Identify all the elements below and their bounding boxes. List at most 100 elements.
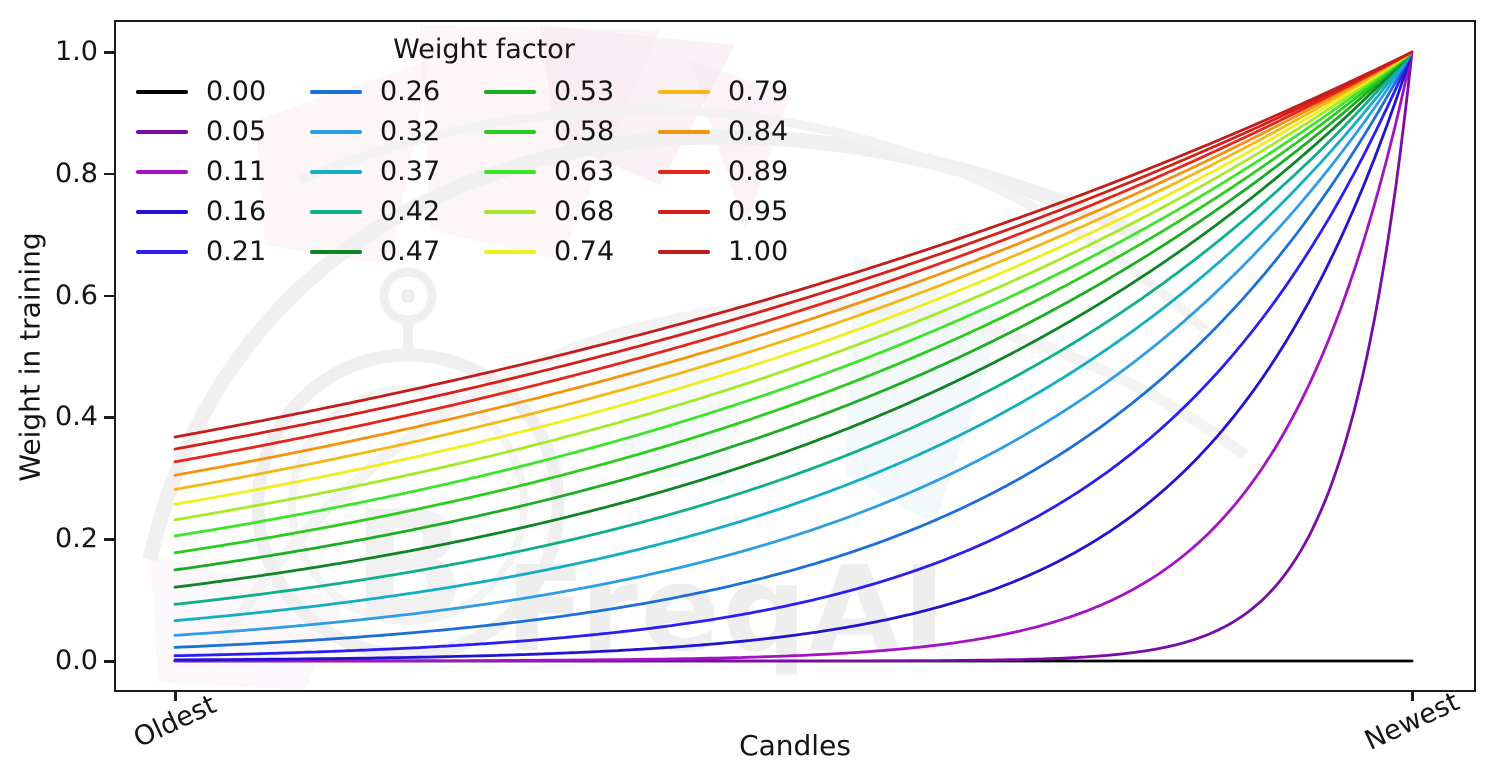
legend-label: 0.11 bbox=[206, 156, 267, 187]
x-tick-mark-newest bbox=[1411, 692, 1414, 701]
legend-item-0.74: 0.74 bbox=[484, 237, 658, 267]
curve-wf-0.58 bbox=[173, 50, 1414, 555]
legend-label: 0.95 bbox=[728, 196, 789, 227]
legend-line-swatch bbox=[310, 130, 362, 134]
curve-wf-0.74 bbox=[173, 50, 1414, 506]
legend-title: Weight factor bbox=[393, 34, 575, 65]
legend-line-swatch bbox=[484, 170, 536, 174]
watermark-arc bbox=[298, 105, 1209, 334]
curve-wf-0.63 bbox=[173, 50, 1414, 538]
legend-label: 0.58 bbox=[554, 116, 615, 147]
legend-label: 0.89 bbox=[728, 156, 789, 187]
curve-wf-0.84 bbox=[173, 50, 1414, 477]
legend-label: 0.00 bbox=[206, 76, 267, 107]
y-tick-mark-0.8 bbox=[104, 172, 114, 176]
curve-wf-0.42 bbox=[173, 50, 1414, 606]
y-tick-label-0.4: 0.4 bbox=[55, 401, 98, 433]
legend-label: 0.05 bbox=[206, 116, 267, 147]
curve-wf-0.26 bbox=[173, 50, 1414, 649]
watermark-stopwatch-crown bbox=[379, 267, 437, 325]
legend-label: 0.21 bbox=[206, 236, 267, 267]
y-tick-mark-0.0 bbox=[104, 660, 114, 663]
curve-wf-0.16 bbox=[173, 50, 1414, 662]
legend-line-swatch bbox=[136, 130, 188, 134]
y-tick-mark-0.2 bbox=[104, 538, 114, 541]
legend-label: 0.53 bbox=[554, 76, 615, 107]
curve-wf-0.32 bbox=[173, 50, 1414, 637]
legend-line-swatch bbox=[310, 90, 362, 94]
legend-label: 0.68 bbox=[554, 196, 615, 227]
legend-label: 0.79 bbox=[728, 76, 789, 107]
legend-label: 0.16 bbox=[206, 196, 267, 227]
legend-line-swatch bbox=[658, 130, 710, 134]
y-tick-label-0.0: 0.0 bbox=[55, 645, 98, 676]
legend-item-0.89: 0.89 bbox=[658, 157, 832, 187]
legend-line-swatch bbox=[484, 210, 536, 214]
legend-item-0.95: 0.95 bbox=[658, 197, 832, 227]
legend-item-0.11: 0.11 bbox=[136, 157, 310, 187]
legend-item-0.84: 0.84 bbox=[658, 117, 832, 147]
watermark-shape bbox=[420, 25, 660, 260]
watermark-stopwatch-crown-dot bbox=[401, 289, 415, 303]
curve-wf-0.47 bbox=[173, 50, 1414, 589]
legend-label: 0.74 bbox=[554, 236, 615, 267]
legend-line-swatch bbox=[658, 90, 710, 94]
y-axis-label: Weight in training bbox=[13, 232, 47, 482]
legend-label: 0.42 bbox=[380, 196, 441, 227]
legend-line-swatch bbox=[136, 250, 188, 254]
y-tick-mark-0.6 bbox=[104, 294, 114, 298]
curve-wf-0.89 bbox=[173, 50, 1414, 464]
legend-item-0.63: 0.63 bbox=[484, 157, 658, 187]
curve-wf-0.95 bbox=[173, 50, 1414, 451]
legend-item-0.26: 0.26 bbox=[310, 77, 484, 107]
legend-line-swatch bbox=[136, 170, 188, 174]
legend-item-0.21: 0.21 bbox=[136, 237, 310, 267]
legend-line-swatch bbox=[136, 90, 188, 94]
plot-frame bbox=[114, 20, 1476, 692]
legend-line-swatch bbox=[658, 170, 710, 174]
legend-label: 0.84 bbox=[728, 116, 789, 147]
legend-item-0.05: 0.05 bbox=[136, 117, 310, 147]
legend-item-1.00: 1.00 bbox=[658, 237, 832, 267]
legend-item-0.58: 0.58 bbox=[484, 117, 658, 147]
y-tick-label-0.8: 0.8 bbox=[55, 157, 98, 189]
legend-line-swatch bbox=[310, 210, 362, 214]
legend-line-swatch bbox=[136, 210, 188, 214]
legend-item-0.79: 0.79 bbox=[658, 77, 832, 107]
legend-label: 0.32 bbox=[380, 116, 441, 147]
x-tick-mark-oldest bbox=[174, 692, 177, 701]
legend-item-0.42: 0.42 bbox=[310, 197, 484, 227]
curve-wf-0.11 bbox=[173, 50, 1414, 663]
legend-line-swatch bbox=[658, 250, 710, 254]
legend-line-swatch bbox=[658, 210, 710, 214]
legend-label: 1.00 bbox=[728, 236, 789, 267]
legend-grid: 0.00 0.05 0.11 0.16 0.21 0.26 0.32 0.37 0.42 0.47… bbox=[136, 72, 832, 272]
curve-wf-0.53 bbox=[173, 50, 1414, 572]
y-tick-mark-1.0 bbox=[104, 51, 114, 54]
curve-wf-0.79 bbox=[173, 50, 1414, 491]
curve-wf-0.37 bbox=[173, 50, 1414, 623]
y-tick-mark-0.4 bbox=[104, 416, 114, 419]
curve-wf-0.21 bbox=[173, 50, 1414, 658]
legend-item-0.16: 0.16 bbox=[136, 197, 310, 227]
curve-wf-0.68 bbox=[173, 50, 1414, 522]
legend-line-swatch bbox=[310, 250, 362, 254]
legend-line-swatch bbox=[310, 170, 362, 174]
legend-item-0.37: 0.37 bbox=[310, 157, 484, 187]
y-tick-label-1.0: 1.0 bbox=[55, 36, 98, 67]
legend-item-0.00: 0.00 bbox=[136, 77, 310, 107]
legend-item-0.47: 0.47 bbox=[310, 237, 484, 267]
legend-label: 0.63 bbox=[554, 156, 615, 187]
legend-label: 0.26 bbox=[380, 76, 441, 107]
legend-line-swatch bbox=[484, 130, 536, 134]
btc-watermark-icon: B bbox=[352, 480, 466, 654]
legend: Weight factor 0.00 0.05 0.11 0.16 0.21 0.26 0.… bbox=[136, 34, 832, 272]
y-tick-label-0.2: 0.2 bbox=[55, 523, 98, 555]
x-axis-label: Candles bbox=[739, 729, 851, 762]
legend-line-swatch bbox=[484, 250, 536, 254]
legend-item-0.32: 0.32 bbox=[310, 117, 484, 147]
curve-wf-1.00 bbox=[173, 50, 1414, 439]
legend-label: 0.37 bbox=[380, 156, 441, 187]
